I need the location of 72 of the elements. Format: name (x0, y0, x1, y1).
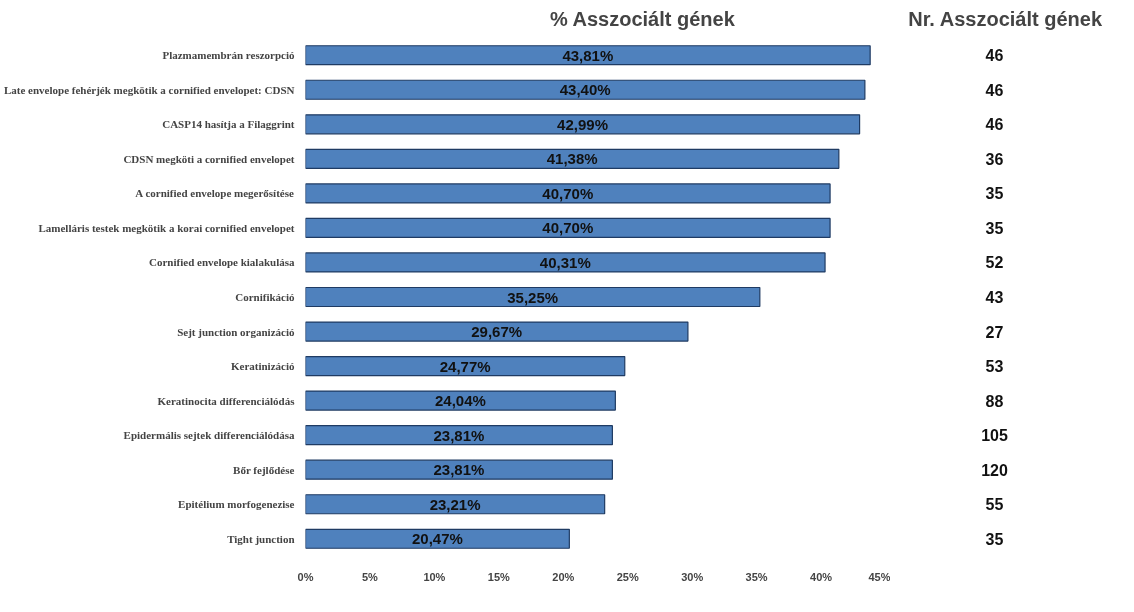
data-label: 23,81% (433, 426, 485, 444)
x-tick-label: 25% (616, 570, 639, 583)
data-label: 24,77% (439, 357, 491, 375)
x-tick-label: 15% (487, 570, 511, 583)
bar (305, 425, 613, 446)
y-tick-label: Keratinizáció (230, 360, 295, 373)
text: Nr. Asszociált gének (908, 7, 1103, 30)
x-tick-label: 35% (745, 570, 768, 583)
data-label: 40,70% (542, 219, 594, 237)
y-tick-label: A cornified envelope megerősítése (135, 187, 295, 200)
data-label: 35 (985, 185, 1004, 203)
bar (305, 321, 689, 342)
data-label: 36 (985, 150, 1004, 168)
data-label: 43 (985, 289, 1004, 306)
y-tick-label: Bőr fejlődése (233, 463, 295, 476)
data-label: 35 (985, 219, 1004, 237)
data-label: 27 (985, 323, 1004, 341)
y-tick-label: Sejt junction organizáció (177, 325, 295, 338)
bar (305, 355, 626, 377)
bar (305, 114, 861, 135)
x-tick-label: 30% (681, 570, 704, 583)
data-label: 55 (985, 496, 1004, 514)
data-label: 23,81% (433, 461, 485, 479)
bar (305, 390, 616, 411)
x-tick-label: 40% (810, 570, 833, 583)
x-tick-label: 45% (868, 570, 891, 583)
bar (305, 252, 826, 273)
data-label: 105 (981, 427, 1008, 445)
bar (305, 45, 871, 66)
y-tick-label: Lamelláris testek megkötik a korai cornified envelopet (38, 221, 295, 234)
bar (305, 286, 761, 308)
x-tick-label: 0% (297, 570, 314, 583)
data-label: 53 (985, 358, 1004, 376)
data-label: 43,81% (562, 46, 614, 64)
data-label: 35 (985, 530, 1004, 548)
data-label: 88 (985, 392, 1004, 410)
data-label: 35,25% (507, 288, 559, 306)
y-tick-label: Keratinocita differenciálódás (157, 394, 296, 407)
x-tick-label: 20% (552, 570, 575, 583)
data-label: 42,99% (557, 115, 608, 133)
y-tick-label: Tight junction (227, 532, 295, 545)
data-label: 46 (985, 47, 1004, 65)
y-tick-label: Cornifikáció (235, 291, 295, 303)
bar (305, 79, 866, 100)
data-label: 120 (981, 461, 1008, 479)
data-label: 52 (985, 254, 1004, 272)
y-tick-label: Late envelope fehérjék megkötik a cornified envelopet: CDSN (3, 83, 295, 96)
y-tick-label: Cornified envelope kialakulása (149, 256, 295, 269)
x-tick-label: 10% (423, 570, 446, 583)
data-label: 41,38% (546, 150, 598, 168)
y-tick-label: Plazmamembrán reszorpció (162, 49, 295, 62)
data-label: 40,70% (542, 184, 594, 202)
bar (305, 217, 831, 239)
chart-title: % Asszociált gének (549, 7, 736, 30)
y-tick-label: CASP14 hasítja a Filaggrint (162, 118, 295, 131)
y-tick-label: Epitélium morfogenezise (178, 498, 295, 511)
bar (305, 183, 831, 204)
data-label: 24,04% (434, 392, 486, 410)
y-tick-label: Epidermális sejtek differenciálódása (123, 429, 295, 442)
data-label: 46 (985, 81, 1004, 99)
y-tick-label: CDSN megköti a cornified envelopet (123, 152, 295, 165)
data-label: 29,67% (471, 323, 523, 341)
data-label: 20,47% (411, 530, 463, 548)
bar (305, 148, 840, 169)
data-label: 40,31% (539, 253, 591, 271)
data-label: 46 (985, 116, 1004, 134)
x-tick-label: 5% (362, 570, 379, 583)
data-label: 43,40% (559, 81, 611, 99)
bar (305, 459, 613, 480)
bar (305, 494, 606, 515)
data-label: 23,21% (429, 495, 481, 513)
bar (305, 528, 570, 549)
